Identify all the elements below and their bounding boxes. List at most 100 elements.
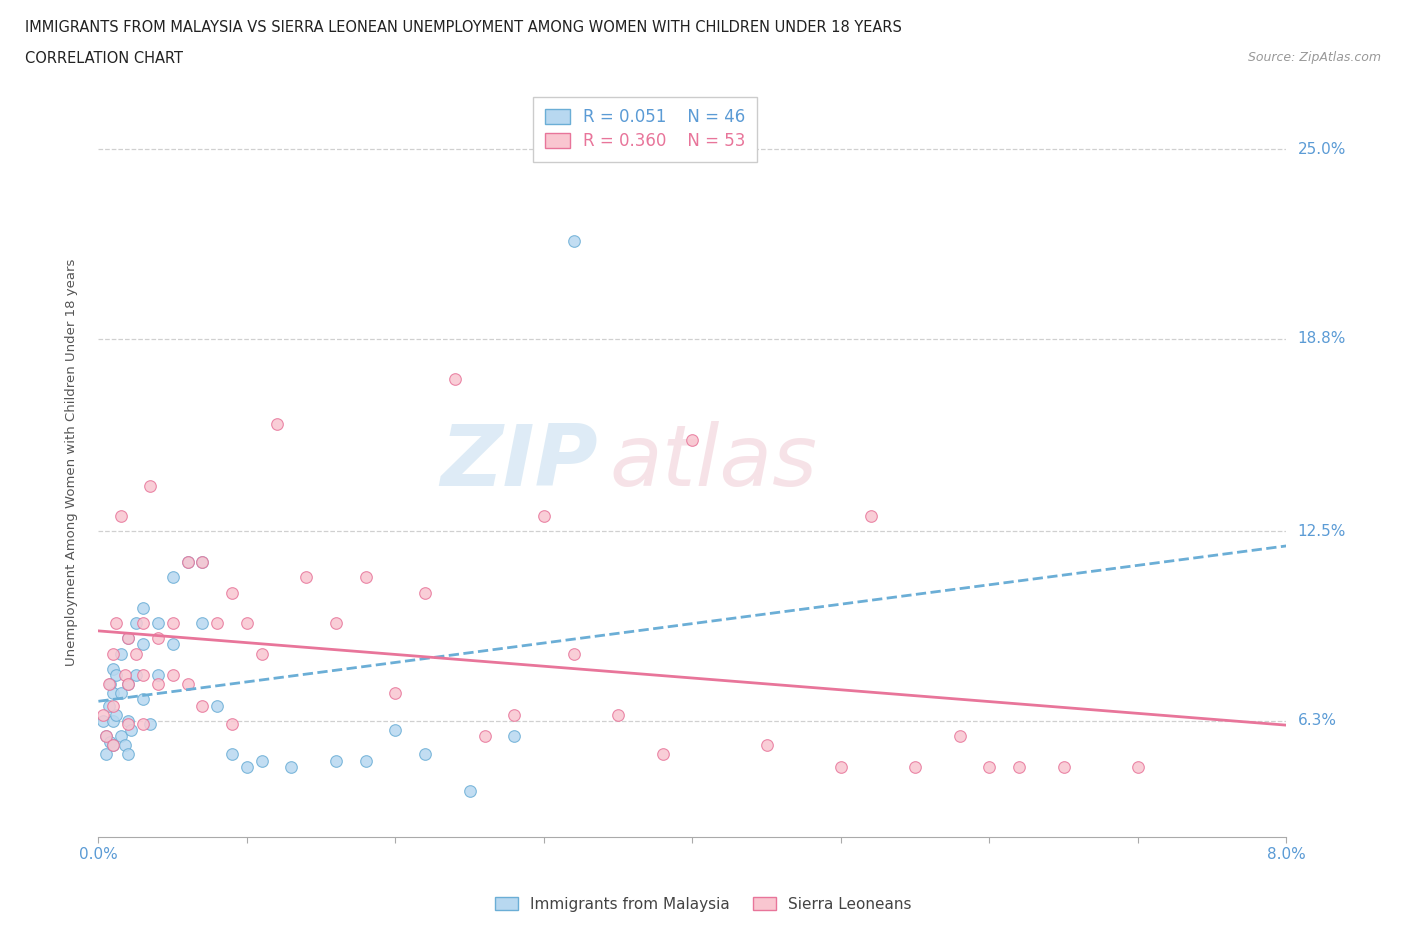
Point	[94, 729, 117, 744]
Point	[117, 631, 139, 645]
Point	[207, 698, 229, 713]
Point	[117, 713, 139, 728]
Point	[562, 233, 585, 248]
Point	[103, 713, 125, 728]
Point	[146, 616, 169, 631]
Point	[110, 686, 132, 701]
Point	[110, 509, 132, 524]
Point	[221, 747, 243, 762]
Point	[444, 371, 467, 386]
Point	[110, 729, 132, 744]
Point	[176, 554, 198, 569]
Point	[979, 759, 1001, 774]
Point	[503, 729, 526, 744]
Text: 18.8%: 18.8%	[1298, 331, 1346, 346]
Text: 12.5%: 12.5%	[1298, 524, 1346, 538]
Point	[114, 737, 136, 752]
Legend: R = 0.051    N = 46, R = 0.360    N = 53: R = 0.051 N = 46, R = 0.360 N = 53	[533, 97, 756, 162]
Point	[117, 677, 139, 692]
Point	[139, 716, 162, 731]
Point	[176, 677, 198, 692]
Point	[117, 716, 139, 731]
Point	[124, 646, 146, 661]
Point	[162, 570, 184, 585]
Point	[207, 616, 229, 631]
Point	[146, 668, 169, 683]
Point	[191, 698, 214, 713]
Point	[120, 723, 142, 737]
Point	[384, 686, 406, 701]
Point	[146, 677, 169, 692]
Point	[325, 616, 347, 631]
Point	[117, 677, 139, 692]
Point	[250, 646, 273, 661]
Point	[132, 716, 155, 731]
Point	[325, 753, 347, 768]
Point	[146, 631, 169, 645]
Point	[221, 585, 243, 600]
Point	[384, 723, 406, 737]
Point	[904, 759, 927, 774]
Point	[280, 759, 302, 774]
Point	[413, 585, 436, 600]
Point	[103, 661, 125, 676]
Point	[117, 747, 139, 762]
Point	[94, 747, 117, 762]
Text: 25.0%: 25.0%	[1298, 142, 1346, 157]
Point	[533, 509, 555, 524]
Point	[354, 570, 377, 585]
Point	[1053, 759, 1076, 774]
Point	[681, 432, 703, 447]
Point	[859, 509, 882, 524]
Point	[103, 698, 125, 713]
Point	[162, 616, 184, 631]
Point	[105, 616, 128, 631]
Point	[1008, 759, 1031, 774]
Point	[949, 729, 972, 744]
Point	[1126, 759, 1149, 774]
Point	[117, 631, 139, 645]
Point	[413, 747, 436, 762]
Legend: Immigrants from Malaysia, Sierra Leoneans: Immigrants from Malaysia, Sierra Leonean…	[489, 890, 917, 918]
Point	[105, 668, 128, 683]
Point	[91, 713, 114, 728]
Point	[124, 616, 146, 631]
Text: 6.3%: 6.3%	[1298, 713, 1337, 728]
Point	[250, 753, 273, 768]
Point	[191, 616, 214, 631]
Point	[98, 735, 121, 750]
Point	[139, 478, 162, 493]
Point	[98, 677, 121, 692]
Point	[562, 646, 585, 661]
Point	[132, 668, 155, 683]
Point	[354, 753, 377, 768]
Point	[458, 784, 481, 799]
Text: IMMIGRANTS FROM MALAYSIA VS SIERRA LEONEAN UNEMPLOYMENT AMONG WOMEN WITH CHILDRE: IMMIGRANTS FROM MALAYSIA VS SIERRA LEONE…	[25, 20, 903, 35]
Point	[132, 601, 155, 616]
Point	[132, 692, 155, 707]
Point	[295, 570, 318, 585]
Point	[607, 708, 630, 723]
Text: Source: ZipAtlas.com: Source: ZipAtlas.com	[1247, 51, 1381, 64]
Point	[103, 737, 125, 752]
Point	[97, 677, 120, 692]
Text: atlas: atlas	[609, 421, 817, 504]
Point	[755, 737, 778, 752]
Point	[266, 417, 288, 432]
Point	[474, 729, 496, 744]
Text: ZIP: ZIP	[440, 421, 598, 504]
Point	[103, 737, 125, 752]
Point	[103, 646, 125, 661]
Point	[191, 554, 214, 569]
Point	[651, 747, 673, 762]
Point	[236, 616, 259, 631]
Point	[236, 759, 259, 774]
Text: CORRELATION CHART: CORRELATION CHART	[25, 51, 183, 66]
Point	[503, 708, 526, 723]
Point	[830, 759, 852, 774]
Point	[124, 668, 146, 683]
Point	[191, 554, 214, 569]
Point	[132, 616, 155, 631]
Point	[105, 708, 128, 723]
Point	[94, 729, 117, 744]
